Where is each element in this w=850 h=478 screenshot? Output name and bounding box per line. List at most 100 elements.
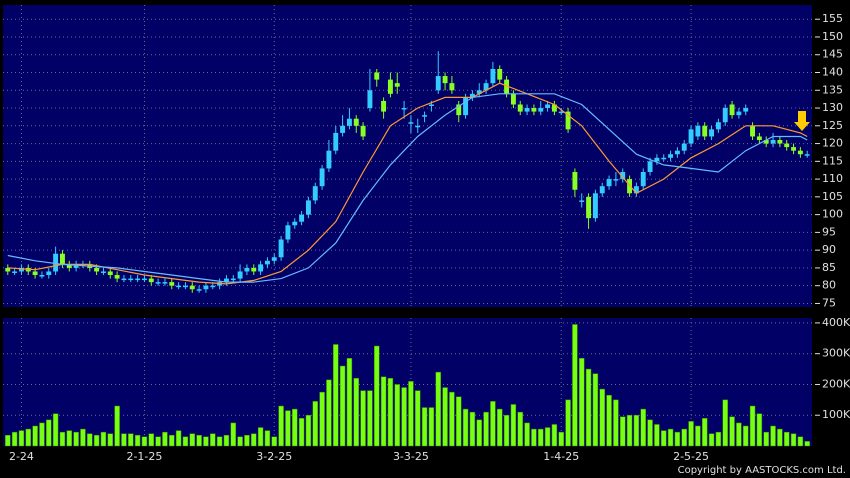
candle-body: [538, 108, 544, 112]
volume-bar: [497, 408, 503, 447]
candle-body: [381, 100, 387, 112]
candle-body: [278, 239, 284, 258]
candle-body: [326, 150, 332, 169]
candle-body: [312, 186, 318, 201]
volume-bar: [59, 431, 66, 447]
candle-body: [53, 253, 59, 272]
candle-body: [736, 111, 742, 116]
candle-body: [73, 264, 79, 268]
y-tick-label: 100K: [822, 408, 850, 421]
candle-body: [558, 111, 564, 114]
candle-body: [647, 161, 653, 172]
volume-bar: [415, 390, 421, 447]
candle-body: [374, 72, 380, 80]
volume-bar: [326, 379, 332, 447]
candle-body: [18, 267, 24, 272]
candle-body: [606, 179, 612, 187]
volume-bar: [203, 436, 209, 447]
volume-bar: [579, 358, 585, 447]
volume-bar: [633, 414, 640, 447]
x-tick-label: 2-5-25: [673, 450, 709, 463]
volume-bar: [5, 434, 11, 447]
volume-bar: [285, 410, 291, 447]
candle-body: [367, 90, 373, 109]
candle-body: [333, 132, 339, 151]
volume-bar: [456, 396, 462, 447]
candle-body: [46, 271, 52, 276]
candle-body: [722, 108, 728, 123]
plot-layer: 75 80 85 90 95 100 105 110 115 120 125 130 135 140 145…: [3, 5, 850, 463]
candle-body: [196, 289, 202, 291]
x-tick-label: 3-2-25: [256, 450, 292, 463]
candle-body: [258, 264, 264, 272]
candle-body: [162, 282, 168, 284]
volume-bar: [292, 408, 298, 447]
volume-bar: [729, 416, 735, 447]
x-tick-label: 1-4-25: [543, 450, 579, 463]
candle-body: [264, 260, 270, 265]
candle-body: [5, 267, 11, 272]
candle-body: [763, 140, 769, 144]
candle-body: [223, 278, 229, 283]
volume-bar: [640, 408, 646, 447]
volume-bar: [257, 427, 264, 447]
y-tick-label: 400K: [822, 316, 850, 329]
candle-body: [551, 104, 557, 112]
volume-bar: [346, 358, 353, 447]
y-tick-label: 110: [822, 172, 843, 185]
volume-bar: [401, 387, 407, 447]
volume-bar: [476, 419, 482, 447]
candle-body: [613, 179, 619, 181]
candle-body: [709, 129, 715, 137]
y-tick-label: 95: [822, 225, 836, 238]
candle-body: [654, 157, 660, 162]
volume-bar: [155, 436, 161, 447]
y-tick-label: 145: [822, 48, 843, 61]
candle-body: [620, 171, 626, 180]
volume-bar: [278, 405, 284, 447]
candle-body: [586, 196, 592, 219]
volume-bar: [52, 413, 59, 447]
volume-bar: [374, 345, 380, 447]
volume-bar: [421, 407, 428, 447]
volume-bar: [483, 411, 489, 447]
candle-body: [415, 125, 421, 128]
candle-body: [210, 285, 216, 288]
volume-bar: [408, 381, 414, 447]
candle-body: [661, 157, 667, 160]
volume-panel: [3, 318, 812, 446]
volume-bar: [271, 436, 277, 447]
candle-body: [490, 68, 496, 84]
candle-body: [640, 171, 646, 187]
volume-bar: [134, 434, 141, 447]
volume-bar: [25, 428, 31, 447]
moving-average-line: [7, 82, 808, 285]
volume-bar: [175, 430, 182, 447]
candle-body: [476, 90, 482, 94]
candle-body: [756, 136, 762, 141]
y-tick-label: 125: [822, 119, 843, 132]
candle-body: [681, 143, 687, 151]
candle-body: [319, 168, 325, 187]
volume-bar: [169, 434, 175, 447]
y-tick-label: 155: [822, 12, 843, 25]
candle-body: [668, 154, 674, 158]
volume-bar: [531, 428, 537, 447]
volume-bar: [681, 428, 687, 447]
volume-bar: [626, 414, 633, 447]
candle-body: [449, 83, 455, 91]
volume-bar: [367, 390, 373, 447]
candle-body: [394, 83, 400, 87]
volume-bar: [87, 433, 93, 447]
volume-bar: [319, 391, 325, 447]
candle-body: [674, 150, 680, 155]
volume-bar: [93, 434, 100, 447]
candle-body: [155, 282, 161, 284]
volume-bar: [141, 436, 148, 447]
volume-bar: [674, 431, 681, 447]
volume-bar: [449, 391, 455, 447]
candle-body: [100, 271, 106, 273]
y-tick-label: 150: [822, 30, 843, 43]
volume-bar: [702, 418, 708, 447]
